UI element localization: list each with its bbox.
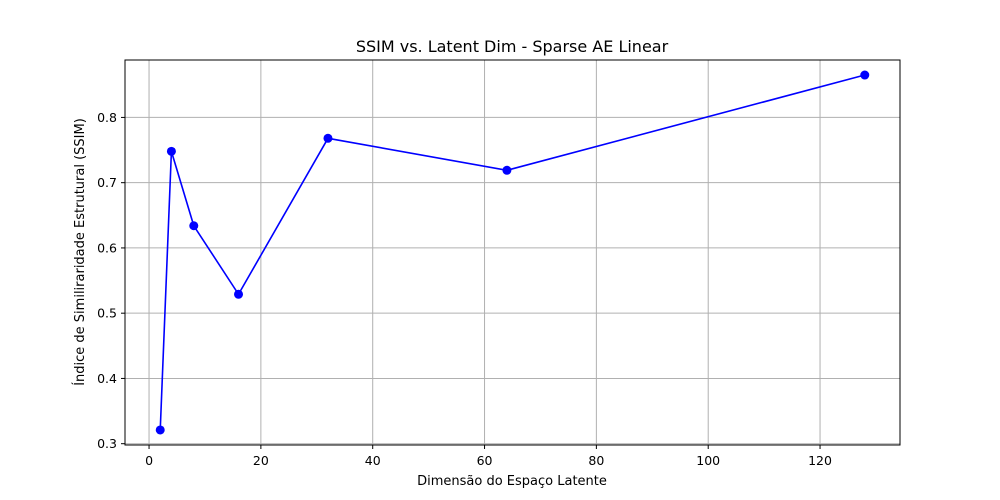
data-point bbox=[234, 289, 244, 299]
ticks: 0 20 40 60 80 100 120 0.3 0.4 0.5 0.6 0.7 0.8 bbox=[97, 110, 832, 468]
data-point bbox=[166, 146, 176, 156]
chart-title: SSIM vs. Latent Dim - Sparse AE Linear bbox=[356, 37, 669, 56]
y-tick-label: 0.6 bbox=[97, 240, 117, 255]
y-tick-label: 0.7 bbox=[97, 175, 117, 190]
y-tick-label: 0.8 bbox=[97, 110, 117, 125]
y-tick-label: 0.3 bbox=[97, 436, 117, 451]
x-tick-label: 60 bbox=[477, 453, 493, 468]
data-point bbox=[189, 221, 199, 231]
series-line bbox=[159, 74, 865, 431]
data-point bbox=[502, 165, 512, 175]
x-tick-label: 40 bbox=[365, 453, 381, 468]
data-point bbox=[323, 133, 333, 143]
y-tick-label: 0.4 bbox=[97, 371, 117, 386]
x-tick-label: 0 bbox=[145, 453, 153, 468]
x-tick-label: 80 bbox=[588, 453, 604, 468]
series-layer bbox=[155, 70, 870, 435]
plot-frame bbox=[124, 59, 901, 446]
grid bbox=[125, 60, 900, 445]
y-axis-label: Índice de Similiraridade Estrutural (SSI… bbox=[72, 118, 88, 386]
y-tick-label: 0.5 bbox=[97, 306, 117, 321]
data-point bbox=[860, 70, 870, 80]
x-tick-label: 120 bbox=[808, 453, 832, 468]
x-tick-label: 100 bbox=[696, 453, 720, 468]
x-axis-label: Dimensão do Espaço Latente bbox=[417, 474, 607, 489]
data-point bbox=[155, 425, 165, 435]
x-tick-label: 20 bbox=[253, 453, 269, 468]
